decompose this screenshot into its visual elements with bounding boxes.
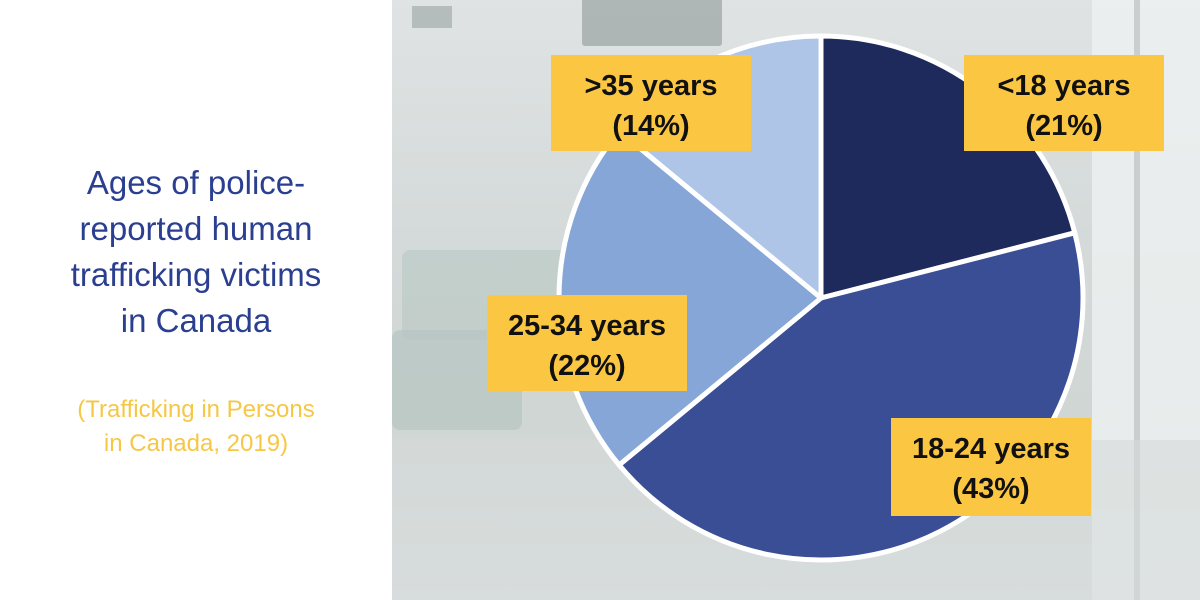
source-citation: (Trafficking in Persons in Canada, 2019) bbox=[0, 393, 392, 461]
label-box bbox=[551, 55, 751, 151]
pie-labels: <18 years (21%) 18-24 years (43%) 25-34 year… bbox=[487, 55, 1164, 516]
slice-label: <18 years (21%) bbox=[964, 55, 1164, 151]
slice-percent-label: (14%) bbox=[612, 110, 689, 142]
left-panel: Ages of police- reported human trafficki… bbox=[0, 0, 392, 600]
slice-percent-label: (22%) bbox=[548, 350, 625, 382]
label-box bbox=[891, 418, 1091, 516]
label-box bbox=[487, 295, 687, 391]
slice-percent-label: (21%) bbox=[1025, 110, 1102, 142]
title-line: reported human bbox=[79, 210, 313, 247]
slice-category-label: <18 years bbox=[997, 70, 1130, 102]
label-box bbox=[964, 55, 1164, 151]
background-exit-sign bbox=[412, 6, 452, 28]
slice-category-label: 25-34 years bbox=[508, 310, 666, 342]
background-window-frame bbox=[1134, 0, 1140, 600]
title-line: in Canada bbox=[120, 302, 272, 339]
background-monitor bbox=[582, 0, 722, 46]
slice-label: 25-34 years (22%) bbox=[487, 295, 687, 391]
slice-category-label: >35 years bbox=[584, 70, 717, 102]
page-title: Ages of police- reported human trafficki… bbox=[0, 160, 392, 344]
slice-label: 18-24 years (43%) bbox=[891, 418, 1091, 516]
slice-percent-label: (43%) bbox=[952, 473, 1029, 505]
slice-label: >35 years (14%) bbox=[551, 55, 751, 151]
title-line: trafficking victims bbox=[70, 256, 322, 293]
source-line: in Canada, 2019) bbox=[103, 430, 289, 457]
source-line: (Trafficking in Persons bbox=[77, 396, 315, 423]
title-line: Ages of police- bbox=[86, 164, 306, 201]
slice-category-label: 18-24 years bbox=[912, 433, 1070, 465]
